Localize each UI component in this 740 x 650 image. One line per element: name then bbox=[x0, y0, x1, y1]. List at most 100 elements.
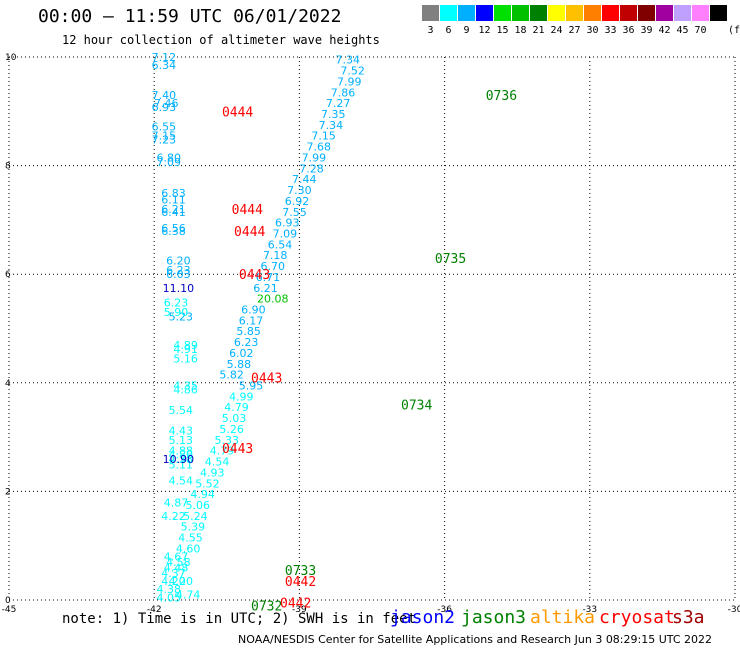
legend-swatch bbox=[476, 5, 493, 21]
data-point-label: 6.71 bbox=[256, 271, 281, 284]
data-point-label: 6.92 bbox=[285, 195, 310, 208]
legend-label: 27 bbox=[568, 25, 581, 36]
y-tick-label: 0 bbox=[5, 596, 11, 606]
legend-swatch bbox=[692, 5, 709, 21]
data-point-label: 4.74 bbox=[176, 589, 201, 602]
data-point-label: 4.38 bbox=[156, 583, 181, 596]
x-tick-label: -33 bbox=[582, 605, 597, 615]
data-point-label: 5.16 bbox=[173, 352, 198, 365]
data-point-label: 7.15 bbox=[311, 130, 336, 143]
time-label: 0444 bbox=[232, 203, 263, 218]
data-point-label: 4.89 bbox=[173, 339, 198, 352]
data-point-label: 4.05 bbox=[156, 591, 181, 604]
data-point-label: 6.11 bbox=[161, 193, 186, 206]
data-point-label: 7.12 bbox=[152, 51, 177, 64]
time-label: 0443 bbox=[251, 371, 282, 386]
x-tick-label: -30 bbox=[728, 605, 740, 615]
data-point-label: 4.67 bbox=[164, 551, 189, 564]
data-point-label: 4.94 bbox=[190, 488, 215, 501]
data-point-label: 6.55 bbox=[152, 121, 177, 134]
time-label: 0442 bbox=[280, 597, 311, 612]
data-point-label: 6.20 bbox=[166, 255, 191, 268]
legend-swatch bbox=[440, 5, 457, 21]
legend-swatch bbox=[620, 5, 637, 21]
data-point-label: 4.37 bbox=[161, 567, 186, 580]
data-point-label: 7.27 bbox=[326, 97, 351, 110]
data-point-label: 4.79 bbox=[224, 401, 249, 414]
legend-swatch bbox=[422, 5, 439, 21]
data-point-label: 4.99 bbox=[229, 390, 254, 403]
x-tick-label: -45 bbox=[2, 605, 17, 615]
data-point-label: 4.79 bbox=[210, 445, 235, 458]
data-point-label: 6.38 bbox=[161, 225, 186, 238]
data-point-label: 4.86 bbox=[173, 383, 198, 396]
data-point-label: 7.44 bbox=[292, 173, 317, 186]
footer-credit: NOAA/NESDIS Center for Satellite Applica… bbox=[238, 633, 713, 646]
data-point-label: 5.06 bbox=[186, 499, 211, 512]
data-point-label: 5.11 bbox=[169, 458, 194, 471]
data-point-label: 7.99 bbox=[302, 151, 327, 164]
data-point-label: 5.03 bbox=[222, 412, 247, 425]
data-point-label: 6.23 bbox=[166, 264, 191, 277]
note-text: note: 1) Time is in UTC; 2) SWH is in fe… bbox=[62, 611, 417, 627]
legend-label: 6 bbox=[445, 25, 452, 36]
time-label: 0733 bbox=[285, 564, 316, 579]
data-point-label: 4.91 bbox=[173, 343, 198, 356]
x-tick-label: -36 bbox=[437, 605, 452, 615]
data-point-label: 5.13 bbox=[169, 434, 194, 447]
x-tick-label: -42 bbox=[147, 605, 162, 615]
data-point-label: 6.90 bbox=[241, 303, 266, 316]
data-point-label: 4.20 bbox=[161, 575, 186, 588]
legend-swatch bbox=[458, 5, 475, 21]
data-point-label: 7.28 bbox=[299, 162, 324, 175]
time-label: 0736 bbox=[486, 89, 517, 104]
legend-label: 24 bbox=[550, 25, 563, 36]
legend-unit: (ft) bbox=[728, 25, 740, 36]
legend-label: 70 bbox=[694, 25, 707, 36]
legend-swatch bbox=[566, 5, 583, 21]
y-tick-label: 2 bbox=[5, 487, 11, 497]
data-point-label: 5.88 bbox=[227, 358, 252, 371]
legend-label: 36 bbox=[622, 25, 635, 36]
legend-swatch bbox=[530, 5, 547, 21]
data-point-label: 7.99 bbox=[337, 75, 362, 88]
time-label: 0444 bbox=[234, 225, 265, 240]
legend-swatch bbox=[584, 5, 601, 21]
legend-label: 33 bbox=[604, 25, 617, 36]
data-point-label: 7.30 bbox=[287, 184, 312, 197]
data-point-label: 7.46 bbox=[154, 97, 179, 110]
data-point-label: 4.93 bbox=[200, 466, 225, 479]
data-point-label: 6.93 bbox=[152, 101, 177, 114]
data-point-label: 7.86 bbox=[331, 86, 356, 99]
data-point-label: 6.80 bbox=[156, 151, 181, 164]
chart-title: 00:00 – 11:59 UTC 06/01/2022 bbox=[38, 6, 342, 27]
data-point-label: 5.95 bbox=[239, 380, 264, 393]
data-point-label: 4.38 bbox=[169, 453, 194, 466]
data-point-label: 7.18 bbox=[263, 249, 288, 262]
data-point-label: 7.55 bbox=[282, 206, 307, 219]
y-tick-label: 10 bbox=[5, 53, 17, 63]
legend-label: 15 bbox=[496, 25, 509, 36]
data-point-label: 4.43 bbox=[169, 425, 194, 438]
data-point-label: 6.17 bbox=[239, 314, 264, 327]
data-point-label: 5.52 bbox=[195, 477, 220, 490]
data-point-label: 7.40 bbox=[152, 89, 177, 102]
satellite-cryosat: cryosat bbox=[599, 607, 675, 628]
data-point-label: 5.39 bbox=[181, 521, 206, 534]
data-point-label: 6.21 bbox=[161, 203, 186, 216]
data-point-label: 4.35 bbox=[173, 380, 198, 393]
data-point-label: 5.85 bbox=[236, 325, 261, 338]
data-point-label: 4.55 bbox=[178, 532, 203, 545]
data-point-label: 5.33 bbox=[215, 434, 240, 447]
data-point-label: 6.23 bbox=[234, 336, 259, 349]
data-point-label: 6.23 bbox=[164, 296, 189, 309]
data-point-label: 6.70 bbox=[261, 260, 286, 273]
satellite-jason2: jason2 bbox=[390, 607, 456, 628]
chart-subtitle: 12 hour collection of altimeter wave hei… bbox=[62, 33, 380, 47]
data-point-label: 5.54 bbox=[169, 404, 194, 417]
time-label: 0443 bbox=[222, 442, 253, 457]
time-label: 0732 bbox=[251, 599, 282, 614]
legend-swatch bbox=[656, 5, 673, 21]
time-label: 0735 bbox=[435, 252, 466, 267]
satellite-s3a: s3a bbox=[672, 607, 705, 628]
